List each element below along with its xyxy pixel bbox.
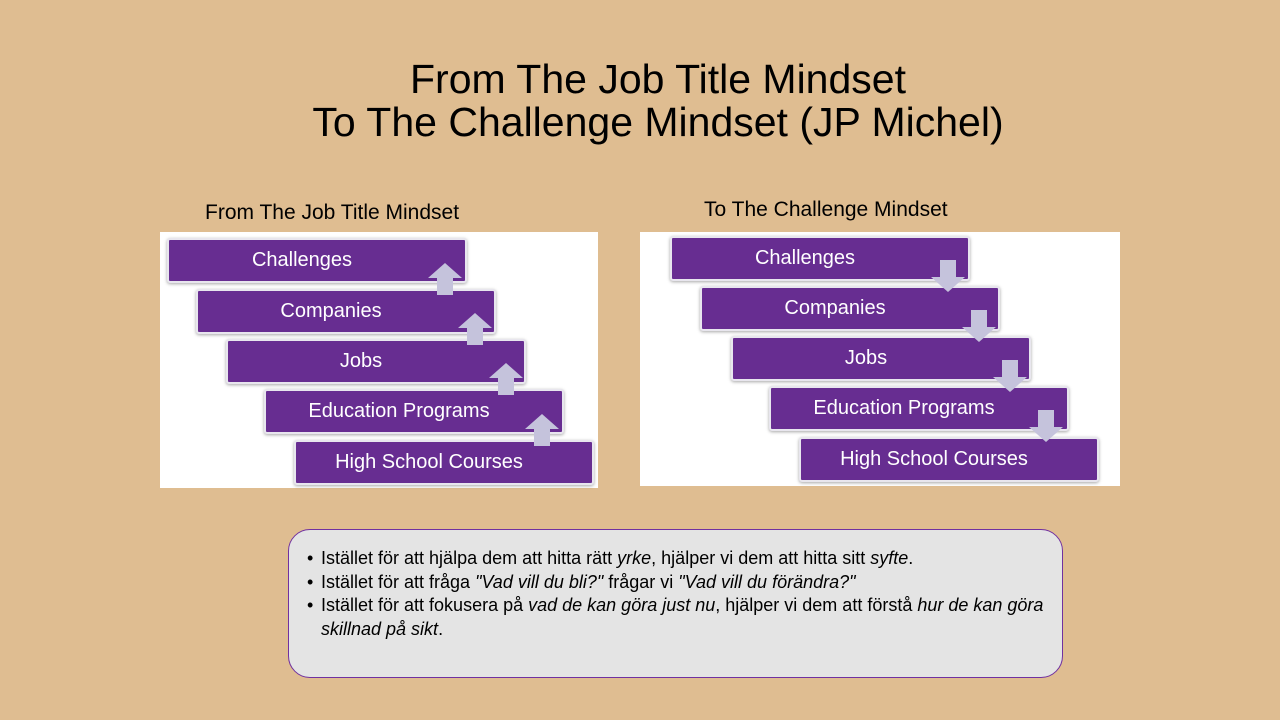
title-line-2: To The Challenge Mindset (JP Michel) [312,99,1004,145]
note-text: frågar vi [603,571,679,592]
note-text: Istället för att hjälpa dem att hitta rä… [321,548,618,568]
note-bullet: Istället för att fokusera på vad de kan … [307,594,1062,641]
note-bullet: Istället för att fråga "Vad vill du bli?… [307,571,1062,595]
note-text: Istället för att fokusera på [321,595,529,615]
note-text: , hjälper vi dem att förstå [715,595,918,615]
arrow-up-icon [525,414,559,446]
step-high-school-courses: High School Courses [799,437,1099,482]
step-label: Jobs [339,350,383,372]
slide-title: From The Job Title Mindset To The Challe… [0,58,1280,144]
step-high-school-courses: High School Courses [294,440,594,485]
step-label: Education Programs [308,400,490,422]
step-jobs: Jobs [731,336,1031,381]
step-jobs: Jobs [226,339,526,384]
step-challenges: Challenges [670,236,970,281]
arrow-up-icon [458,313,492,345]
arrow-down-icon [1029,410,1063,442]
arrow-up-icon [428,263,462,295]
title-line-1: From The Job Title Mindset [410,56,906,102]
arrow-down-icon [993,360,1027,392]
note-bullet: Istället för att hjälpa dem att hitta rä… [307,547,1062,571]
note-text: . [908,548,914,568]
emphasis-text: vad de kan göra just nu [528,595,716,615]
notes-box: Istället för att hjälpa dem att hitta rä… [288,529,1063,678]
note-text: , hjälper vi dem att hitta sitt [651,548,871,568]
step-companies: Companies [700,286,1000,331]
step-label: High School Courses [840,448,1028,470]
emphasis-text: "Vad vill du förändra?" [678,571,856,592]
step-education-programs: Education Programs [769,386,1069,431]
step-label: High School Courses [335,451,523,473]
step-label: Education Programs [813,397,995,419]
emphasis-text: yrke [617,548,652,568]
step-label: Jobs [844,347,888,369]
step-label: Companies [784,297,886,319]
arrow-up-icon [489,363,523,395]
emphasis-text: "Vad vill du bli?" [475,571,604,592]
step-label: Challenges [754,247,856,269]
challenge-mindset-diagram: Challenges Companies Jobs Education Program… [640,232,1120,486]
left-caption: From The Job Title Mindset [205,201,460,224]
emphasis-text: syfte [870,548,909,568]
job-title-mindset-diagram: Challenges Companies Jobs Education Program… [160,232,598,488]
step-companies: Companies [196,289,496,334]
note-text: Istället för att fråga [321,571,476,592]
step-label: Companies [280,300,382,322]
arrow-down-icon [931,260,965,292]
right-caption: To The Challenge Mindset [704,198,948,221]
emphasis-text: hur de kan göra skillnad på sikt [321,595,1044,639]
step-education-programs: Education Programs [264,389,564,434]
step-label: Challenges [251,249,353,271]
arrow-down-icon [962,310,996,342]
step-challenges: Challenges [167,238,467,283]
note-text: . [438,618,444,639]
